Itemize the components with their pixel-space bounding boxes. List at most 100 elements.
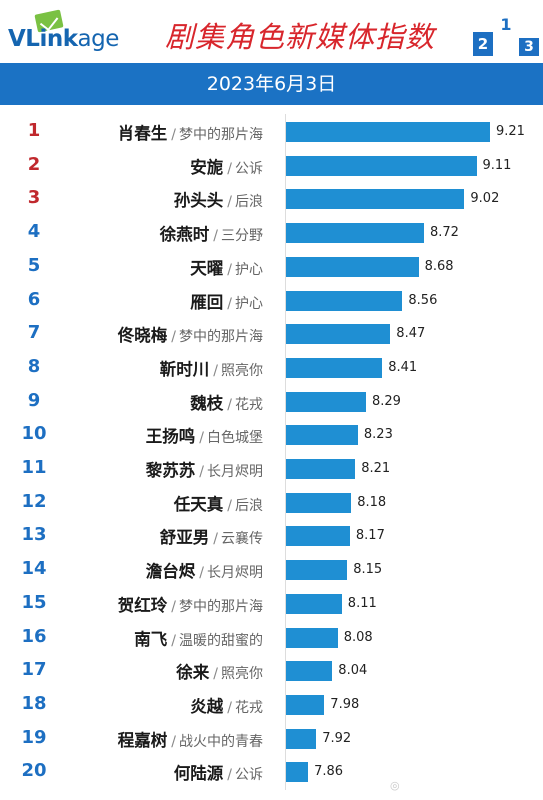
ranking-row: 13 舒亚男 / 云襄传 8.17 — [0, 518, 543, 552]
row-label: 雁回 / 护心 — [190, 289, 263, 313]
value-label: 9.21 — [496, 124, 525, 139]
value-label: 9.02 — [470, 191, 500, 207]
drama-title: 公诉 — [235, 767, 263, 784]
separator: / — [171, 127, 176, 143]
value-bar — [286, 324, 391, 345]
rank-number: 8 — [27, 355, 41, 377]
character-name: 佟晓梅 — [117, 326, 168, 346]
separator: / — [171, 598, 176, 615]
ranking-row: 4 徐燕时 / 三分野 8.72 — [0, 215, 543, 249]
value-label: 8.56 — [408, 292, 438, 308]
ranking-row: 1 肖春生 / 梦中的那片海 9.21 — [0, 114, 543, 148]
ranking-row: 2 安旎 / 公诉 9.11 — [0, 148, 543, 182]
value-bar — [286, 560, 348, 581]
value-label: 8.08 — [343, 629, 373, 645]
separator: / — [171, 632, 176, 649]
drama-title: 后浪 — [235, 497, 263, 514]
rank-number: 16 — [21, 625, 47, 647]
character-name: 雁回 — [190, 292, 224, 312]
podium-first: 1 — [495, 12, 517, 56]
drama-title: 温暖的甜蜜的 — [179, 632, 263, 649]
value-bar — [286, 189, 465, 210]
row-label: 孙头头 / 后浪 — [174, 187, 263, 211]
character-name: 何陆源 — [173, 764, 224, 784]
drama-title: 花戎 — [235, 396, 263, 413]
character-name: 澹台烬 — [145, 562, 196, 582]
drama-title: 后浪 — [235, 194, 263, 211]
row-label: 贺红玲 / 梦中的那片海 — [118, 592, 263, 616]
ranking-row: 8 靳时川 / 照亮你 8.41 — [0, 350, 543, 384]
value-bar — [286, 694, 325, 715]
character-name: 舒亚男 — [159, 528, 210, 548]
ranking-row: 15 贺红玲 / 梦中的那片海 8.11 — [0, 586, 543, 620]
row-label: 舒亚男 / 云襄传 — [160, 524, 263, 548]
ranking-row: 18 炎越 / 花戎 7.98 — [0, 687, 543, 721]
value-label: 8.15 — [353, 562, 383, 578]
value-label: 7.86 — [314, 764, 344, 780]
separator: / — [199, 565, 204, 582]
value-bar — [286, 290, 403, 311]
drama-title: 长月烬明 — [207, 464, 263, 480]
character-name: 程嘉树 — [117, 730, 168, 750]
value-label: 9.11 — [482, 157, 512, 173]
rank-number: 2 — [27, 153, 41, 175]
value-bar — [286, 391, 366, 412]
row-label: 程嘉树 / 战火中的青春 — [118, 727, 263, 751]
podium-icon: 2 1 3 — [471, 10, 541, 56]
rank-number: 18 — [21, 692, 47, 714]
drama-title: 照亮你 — [221, 362, 263, 379]
drama-title: 梦中的那片海 — [179, 598, 263, 615]
value-label: 8.68 — [424, 258, 454, 274]
row-label: 南飞 / 温暖的甜蜜的 — [134, 626, 263, 650]
value-label: 7.92 — [322, 730, 352, 746]
ranking-row: 11 黎苏苏 / 长月烬明 8.21 — [0, 451, 543, 485]
rank-number: 6 — [27, 288, 41, 310]
drama-title: 照亮你 — [221, 666, 263, 683]
row-label: 佟晓梅 / 梦中的那片海 — [118, 322, 263, 346]
value-bar — [286, 459, 356, 479]
character-name: 魏枝 — [190, 393, 224, 413]
ranking-row: 20 何陆源 / 公诉 7.86 — [0, 754, 543, 788]
ranking-row: 5 天曜 / 护心 8.68 — [0, 249, 543, 283]
weibo-watermark: ◎ — [390, 779, 400, 792]
row-label: 安旎 / 公诉 — [190, 154, 263, 178]
drama-title: 云襄传 — [221, 531, 263, 548]
ranking-row: 7 佟晓梅 / 梦中的那片海 8.47 — [0, 316, 543, 350]
character-name: 徐燕时 — [159, 225, 210, 245]
value-bar — [286, 593, 342, 614]
separator: / — [227, 767, 232, 784]
rank-number: 14 — [21, 558, 47, 580]
separator: / — [171, 733, 176, 750]
value-label: 8.41 — [388, 359, 418, 375]
logo-wordmark: VLinkage — [8, 26, 119, 52]
value-bar — [286, 223, 424, 244]
drama-title: 护心 — [235, 261, 263, 278]
row-label: 肖春生 / 梦中的那片海 — [118, 120, 263, 144]
header: VLinkage 剧集角色新媒体指数 2 1 3 — [0, 0, 543, 62]
drama-title: 花戎 — [235, 699, 263, 716]
rank-number: 20 — [21, 760, 47, 782]
row-label: 炎越 / 花戎 — [190, 693, 263, 717]
separator: / — [213, 666, 218, 683]
page-title: 剧集角色新媒体指数 — [164, 20, 435, 54]
value-label: 8.17 — [355, 528, 385, 544]
podium-second: 2 — [473, 32, 493, 56]
value-label: 8.18 — [357, 494, 387, 510]
rank-number: 5 — [27, 254, 41, 276]
ranking-row: 9 魏枝 / 花戎 8.29 — [0, 384, 543, 418]
character-name: 孙头头 — [173, 191, 224, 211]
character-name: 安旎 — [190, 157, 224, 177]
value-bar — [286, 526, 350, 547]
row-label: 任天真 / 后浪 — [174, 491, 263, 515]
value-bar — [286, 256, 419, 277]
value-bar — [286, 425, 358, 446]
separator: / — [213, 362, 218, 379]
row-label: 何陆源 / 公诉 — [174, 760, 263, 784]
row-label: 魏枝 / 花戎 — [190, 390, 263, 414]
separator: / — [227, 194, 232, 211]
drama-title: 梦中的那片海 — [179, 329, 263, 346]
ranking-chart: 1 肖春生 / 梦中的那片海 9.21 2 安旎 / 公诉 9.11 3 孙头头 / 后浪 9.02 4 徐燕时… — [0, 114, 543, 790]
value-bar — [286, 762, 309, 783]
separator: / — [227, 295, 232, 312]
value-label: 8.47 — [396, 326, 426, 342]
